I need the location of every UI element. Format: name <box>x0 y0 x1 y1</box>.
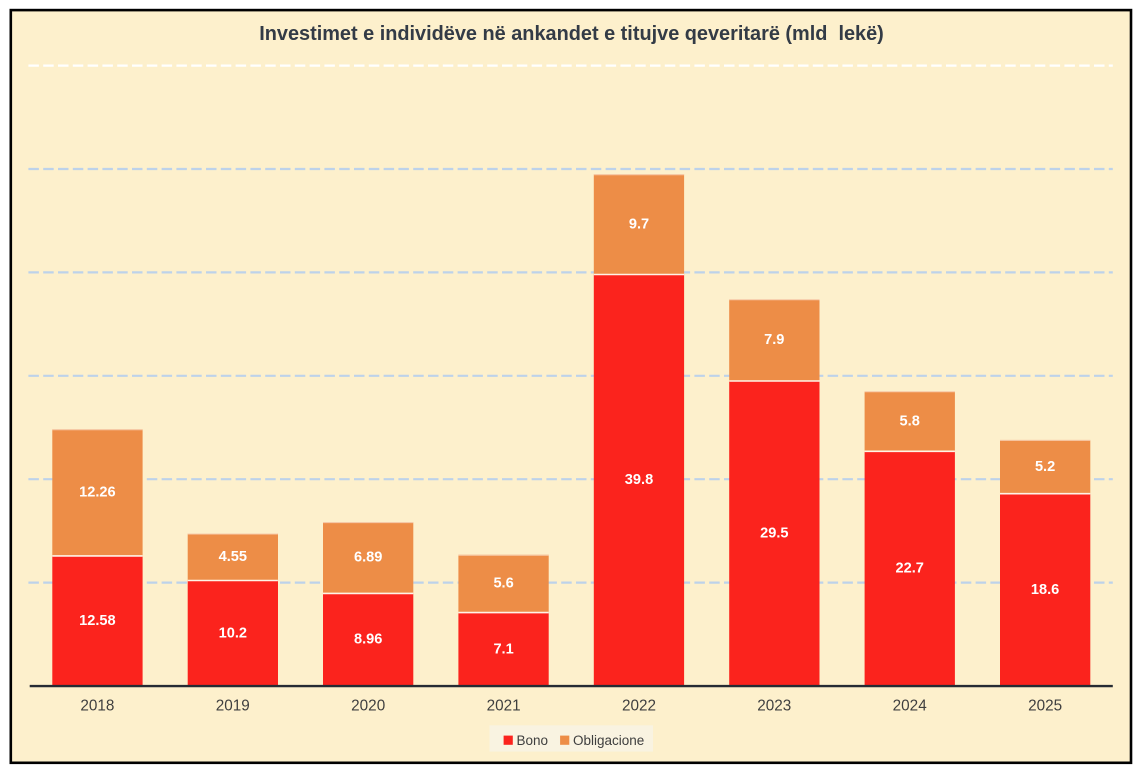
svg-text:7.1: 7.1 <box>493 641 513 657</box>
svg-text:5.2: 5.2 <box>1035 459 1055 475</box>
svg-text:12.26: 12.26 <box>79 485 116 501</box>
svg-text:2021: 2021 <box>487 698 521 715</box>
svg-text:7.9: 7.9 <box>764 332 784 348</box>
svg-text:39.8: 39.8 <box>625 472 653 488</box>
svg-text:Bono: Bono <box>517 733 549 748</box>
svg-text:8.96: 8.96 <box>354 632 382 648</box>
svg-text:5.8: 5.8 <box>900 413 920 429</box>
svg-text:2025: 2025 <box>1028 698 1062 715</box>
svg-text:2018: 2018 <box>80 698 114 715</box>
svg-text:6.89: 6.89 <box>354 550 382 566</box>
svg-text:10.2: 10.2 <box>219 625 247 641</box>
svg-text:2019: 2019 <box>216 698 250 715</box>
svg-text:Investimet e individëve në ank: Investimet e individëve në ankandet e ti… <box>259 23 884 45</box>
svg-text:9.7: 9.7 <box>629 216 649 232</box>
svg-text:12.58: 12.58 <box>79 613 116 629</box>
svg-text:5.6: 5.6 <box>493 576 513 592</box>
svg-text:18.6: 18.6 <box>1031 582 1059 598</box>
svg-text:4.55: 4.55 <box>219 549 247 565</box>
svg-text:2023: 2023 <box>757 698 791 715</box>
svg-text:29.5: 29.5 <box>760 526 788 542</box>
svg-text:2022: 2022 <box>622 698 656 715</box>
svg-text:Obligacione: Obligacione <box>573 733 644 748</box>
svg-text:2024: 2024 <box>893 698 928 715</box>
svg-text:22.7: 22.7 <box>895 561 923 577</box>
svg-text:2020: 2020 <box>351 698 385 715</box>
